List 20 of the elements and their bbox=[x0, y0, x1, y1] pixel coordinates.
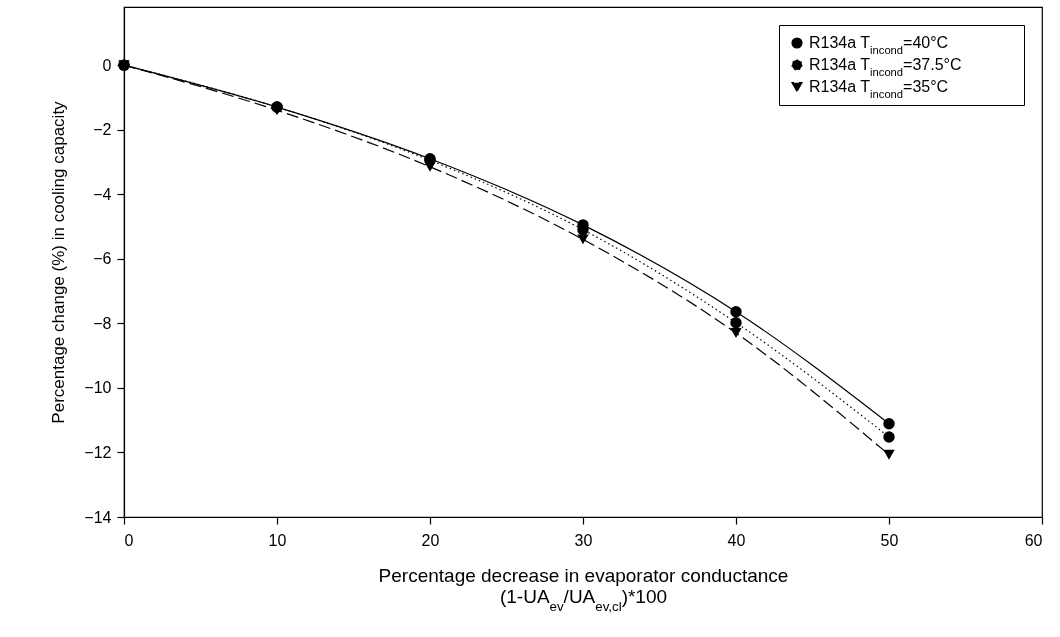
x-tick-label: 10 bbox=[268, 531, 287, 549]
y-tick-label: −2 bbox=[93, 121, 112, 139]
y-tick-label: 0 bbox=[102, 56, 112, 74]
x-tick-label: 0 bbox=[124, 531, 134, 549]
y-axis-title: Percentage change (%) in cooling capacity bbox=[49, 100, 69, 424]
legend-label: R134a T$_{incond}$=37.5°C bbox=[809, 56, 962, 78]
x-axis-title: Percentage decrease in evaporator conductance (1-UA$_{ev}$/UA$_{ev,cl}$)*100 bbox=[378, 564, 789, 613]
y-tick-label: −4 bbox=[93, 185, 112, 203]
legend-label: R134a T$_{incond}$=35°C bbox=[809, 78, 949, 100]
x-tick-label: 50 bbox=[880, 531, 899, 549]
y-tick-label: −14 bbox=[84, 508, 112, 526]
x-tick-label: 40 bbox=[727, 531, 746, 549]
x-tick-label: 60 bbox=[1024, 531, 1043, 549]
x-tick-label: 30 bbox=[574, 531, 593, 549]
y-tick-label: −6 bbox=[93, 250, 112, 268]
y-tick-label: −12 bbox=[84, 443, 112, 461]
x-tick-label: 20 bbox=[421, 531, 440, 549]
y-tick-label: −10 bbox=[84, 379, 112, 397]
legend-label: R134a T$_{incond}$=40°C bbox=[809, 34, 949, 56]
y-tick-label: −8 bbox=[93, 314, 112, 332]
